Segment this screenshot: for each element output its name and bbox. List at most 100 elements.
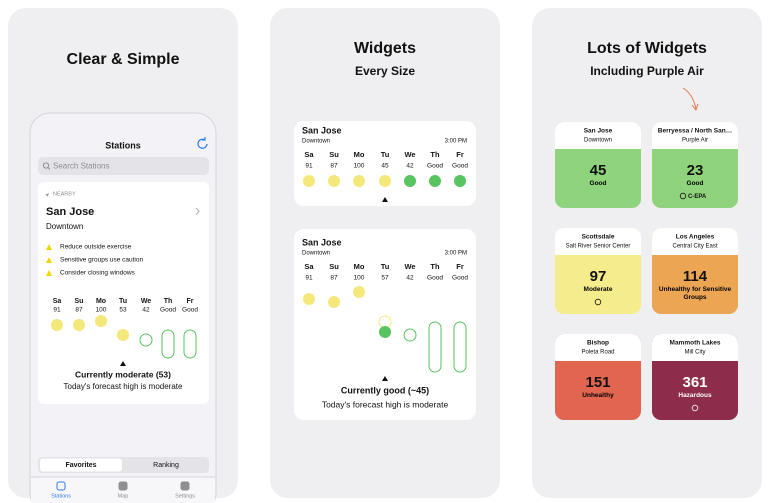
forecast-dot xyxy=(403,328,417,342)
aqi-value: 97 xyxy=(590,268,607,285)
day-label: Sa xyxy=(304,150,314,159)
forecast-range xyxy=(428,321,442,373)
aqi-label: Good xyxy=(686,180,704,187)
segment: Ranking xyxy=(153,462,179,469)
tip: Consider closing windows xyxy=(60,270,136,277)
day-label: Sa xyxy=(304,262,314,271)
aqi-label-box: Good xyxy=(686,180,704,187)
panel-title: Lots of Widgets xyxy=(587,40,707,57)
day-label: Sa xyxy=(53,298,62,305)
day-label: Su xyxy=(75,298,84,305)
day-label: Fr xyxy=(187,298,194,305)
aqi-label: Hazardous xyxy=(678,392,712,399)
card-station: Los Angeles xyxy=(676,234,715,241)
forecast-dot xyxy=(328,175,340,187)
warning-icon xyxy=(46,270,52,276)
aqi-label: Good xyxy=(589,180,607,187)
forecast-dot xyxy=(117,329,129,341)
segment: Favorites xyxy=(65,462,96,469)
day-label: Su xyxy=(329,150,339,159)
card-icon xyxy=(594,298,602,306)
widget-area: Downtown xyxy=(302,251,330,257)
card-station: Scottsdale xyxy=(582,234,615,241)
day-label: Th xyxy=(430,262,440,271)
tip: Reduce outside exercise xyxy=(60,244,132,251)
day-value: 42 xyxy=(406,163,414,170)
warning-icon xyxy=(46,244,52,250)
aqi-label-box: Moderate xyxy=(584,286,613,293)
forecast-dot xyxy=(379,326,391,338)
card-area: Salt River Senior Center xyxy=(566,244,631,250)
day-value: 100 xyxy=(96,307,107,314)
pointer-arrow xyxy=(682,87,699,112)
day-value: 91 xyxy=(305,275,313,282)
day-label: Su xyxy=(329,262,339,271)
nearby-label: NEARBY xyxy=(53,191,76,197)
forecast-dot xyxy=(404,175,416,187)
current-indicator xyxy=(120,361,126,366)
card-station: Berryessa / North San… xyxy=(658,128,732,135)
refresh-button[interactable] xyxy=(197,137,208,149)
day-label: Tu xyxy=(381,150,390,159)
day-value: 100 xyxy=(354,275,365,282)
day-value: 87 xyxy=(330,163,338,170)
search-icon xyxy=(42,162,50,169)
aqi-label-box: Hazardous xyxy=(678,392,712,399)
search-bar[interactable] xyxy=(38,157,209,175)
day-value: Good xyxy=(427,163,443,170)
current-indicator xyxy=(382,197,388,202)
forecast-dot xyxy=(454,175,466,187)
day-value: Good xyxy=(452,275,468,282)
aqi-value: 114 xyxy=(683,268,708,285)
day-value: 87 xyxy=(75,307,83,314)
day-value: 57 xyxy=(381,275,389,282)
day-label: Mo xyxy=(96,298,106,305)
forecast-dot xyxy=(429,175,441,187)
widget-station: San Jose xyxy=(302,237,342,247)
forecast-dot xyxy=(139,333,153,347)
widget-station: San Jose xyxy=(302,125,342,135)
tab-label: Stations xyxy=(51,493,71,499)
card-area: Downtown xyxy=(584,138,612,144)
forecast-range xyxy=(161,329,175,359)
card-station: Bishop xyxy=(587,340,609,347)
widget-large[interactable] xyxy=(294,229,476,420)
panel-title: Clear & Simple xyxy=(67,51,180,68)
widget-time: 3:00 PM xyxy=(445,251,467,257)
day-value: Good xyxy=(452,163,468,170)
forecast-summary: Today's forecast high is moderate xyxy=(322,399,449,409)
screen-header: Stations xyxy=(105,140,141,150)
tab-label: Map xyxy=(118,493,129,499)
current-status: Currently good (~45) xyxy=(341,385,429,395)
forecast-range xyxy=(183,329,197,359)
day-label: Tu xyxy=(381,262,390,271)
card-header xyxy=(555,334,641,361)
tip: Sensitive groups use caution xyxy=(60,257,143,264)
forecast-dot xyxy=(328,296,340,308)
card-area: Purple Air xyxy=(682,138,708,144)
card-area: Mill City xyxy=(685,350,706,356)
card-area: Poleta Road xyxy=(581,350,614,356)
day-label: We xyxy=(404,150,415,159)
station-area: Downtown xyxy=(46,222,83,231)
chevron xyxy=(195,207,200,216)
search-icon xyxy=(47,167,51,170)
panel-subtitle: Every Size xyxy=(355,64,415,78)
card-header xyxy=(652,334,738,361)
aqi-label-box: Good xyxy=(589,180,607,187)
source-icon xyxy=(679,192,687,200)
day-value: 42 xyxy=(142,307,150,314)
panel-title: Widgets xyxy=(354,40,416,57)
card-header xyxy=(555,228,641,255)
warning-icon xyxy=(46,257,52,263)
station-card[interactable] xyxy=(38,182,209,404)
aqi-label: Unhealthy for Sensitive Groups xyxy=(658,286,732,301)
day-value: 42 xyxy=(406,275,414,282)
forecast-dot xyxy=(303,175,315,187)
day-value: 91 xyxy=(305,163,313,170)
aqi-value: 151 xyxy=(585,374,610,391)
day-label: Mo xyxy=(354,262,365,271)
day-value: 91 xyxy=(53,307,61,314)
